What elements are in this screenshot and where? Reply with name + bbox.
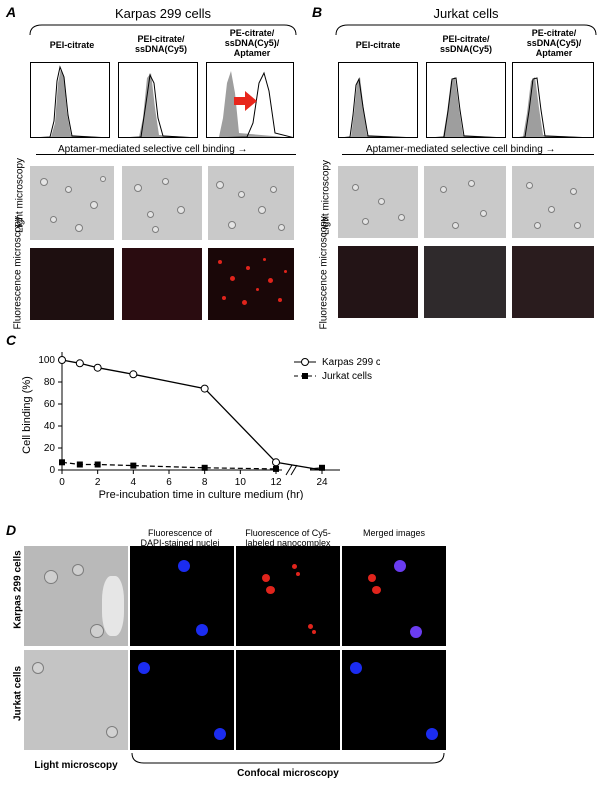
panel-b-col-2: PEI-citrate/ ssDNA(Cy5) <box>439 34 492 54</box>
dapi-jurkat <box>130 650 234 750</box>
panel-d-bracket <box>131 752 445 764</box>
x-tick-label: 12 <box>270 477 282 488</box>
legend-karpas-label: Karpas 299 cells <box>322 357 380 368</box>
merged-jurkat <box>342 650 446 750</box>
y-tick-label: 80 <box>44 377 56 388</box>
x-tick-label: 6 <box>166 477 172 488</box>
legend-jurkat-label: Jurkat cells <box>322 371 372 382</box>
light-image-b1 <box>338 166 418 238</box>
panel-b-bracket <box>335 24 597 36</box>
histogram-a3 <box>206 62 294 138</box>
panel-a-axis-line <box>36 154 296 155</box>
light-image-b2 <box>424 166 506 238</box>
panel-d-row-2: Jurkat cells <box>12 665 24 722</box>
x-axis-label: Pre-incubation time in culture medium (h… <box>99 489 304 500</box>
x-tick-label: 24 <box>316 477 328 488</box>
x-tick-label: 8 <box>202 477 208 488</box>
series-jurkat-point <box>94 461 101 468</box>
series-jurkat-point <box>201 464 208 471</box>
x-tick-label: 0 <box>59 477 65 488</box>
panel-b-axis-line <box>342 154 594 155</box>
axis-break-mark <box>285 464 293 476</box>
x-tick-label: 10 <box>235 477 247 488</box>
fluor-image-b1 <box>338 246 418 318</box>
panel-b-col-1: PEI-citrate <box>355 40 401 50</box>
panel-b-col-3: PE-citrate/ ssDNA(Cy5)/ Aptamer <box>526 28 582 58</box>
series-jurkat-point <box>319 464 325 471</box>
series-karpas-point <box>272 458 280 467</box>
panel-a-bracket <box>29 24 297 36</box>
panel-a-col-3: PE-citrate/ ssDNA(Cy5)/ Aptamer <box>224 28 280 58</box>
y-tick-label: 20 <box>44 443 56 454</box>
histogram-b2 <box>426 62 506 138</box>
panel-a-col-2: PEI-citrate/ ssDNA(Cy5) <box>134 34 187 54</box>
light-image-a2 <box>122 166 202 240</box>
legend-karpas-marker <box>301 358 309 366</box>
panel-d-col-1: Fluorescence of DAPI-stained nuclei <box>140 528 220 548</box>
series-jurkat-point <box>59 459 65 466</box>
panel-a-row-fluor: Fluorescence microscopy <box>12 216 24 330</box>
series-jurkat-point <box>76 461 83 468</box>
confocal-light-karpas <box>24 546 128 646</box>
panel-b-row-fluor: Fluorescence microscopy <box>318 216 330 330</box>
series-karpas-point <box>200 384 209 393</box>
series-karpas-point <box>129 370 138 379</box>
series-karpas-line <box>61 359 323 471</box>
histogram-b1 <box>338 62 418 138</box>
cy5-karpas <box>236 546 340 646</box>
panel-a-label: A <box>6 4 17 20</box>
dapi-karpas <box>130 546 234 646</box>
panel-d-label: D <box>6 522 17 538</box>
cy5-jurkat <box>236 650 340 750</box>
panel-b-title: Jurkat cells <box>433 6 499 21</box>
confocal-light-jurkat <box>24 650 128 750</box>
fluor-image-b2 <box>424 246 506 318</box>
histogram-b3 <box>512 62 594 138</box>
y-tick-label: 0 <box>49 465 55 476</box>
y-tick-label: 60 <box>44 399 56 410</box>
axis-break-mark <box>290 464 298 476</box>
series-jurkat-point <box>130 462 137 469</box>
panel-d-light-label: Light microscopy <box>34 760 118 771</box>
fluor-image-b3 <box>512 246 594 318</box>
light-image-a1 <box>30 166 114 240</box>
y-tick-label: 40 <box>44 421 56 432</box>
legend-jurkat-marker <box>302 373 308 379</box>
light-image-b3 <box>512 166 594 238</box>
light-image-a3 <box>208 166 294 240</box>
y-axis-label: Cell binding (%) <box>21 376 33 454</box>
series-karpas-point <box>75 359 84 368</box>
fluor-image-a3 <box>208 248 294 320</box>
series-karpas-point <box>93 363 102 372</box>
panel-a-axis-label: Aptamer-mediated selective cell binding … <box>58 144 248 155</box>
series-karpas-point <box>58 356 66 364</box>
histogram-a2 <box>118 62 198 138</box>
panel-c-label: C <box>6 332 17 348</box>
panel-d-col-2: Fluorescence of Cy5- labeled nanocomplex <box>245 528 331 548</box>
panel-d-row-1: Karpas 299 cells <box>12 550 24 629</box>
merged-karpas <box>342 546 446 646</box>
panel-d-confocal-label: Confocal microscopy <box>237 768 339 779</box>
series-jurkat-line <box>61 461 277 470</box>
histogram-a1 <box>30 62 110 138</box>
panel-a-col-1: PEI-citrate <box>49 40 95 50</box>
fluor-image-a2 <box>122 248 202 320</box>
series-jurkat-point <box>273 465 279 472</box>
x-tick-label: 4 <box>131 477 137 488</box>
panel-b-label: B <box>312 4 323 20</box>
panel-d-col-3: Merged images <box>362 528 426 538</box>
panel-a-title: Karpas 299 cells <box>114 6 212 21</box>
y-tick-label: 100 <box>38 355 55 366</box>
panel-b-axis-label: Aptamer-mediated selective cell binding … <box>366 144 556 155</box>
fluor-image-a1 <box>30 248 114 320</box>
x-tick-label: 2 <box>95 477 101 488</box>
